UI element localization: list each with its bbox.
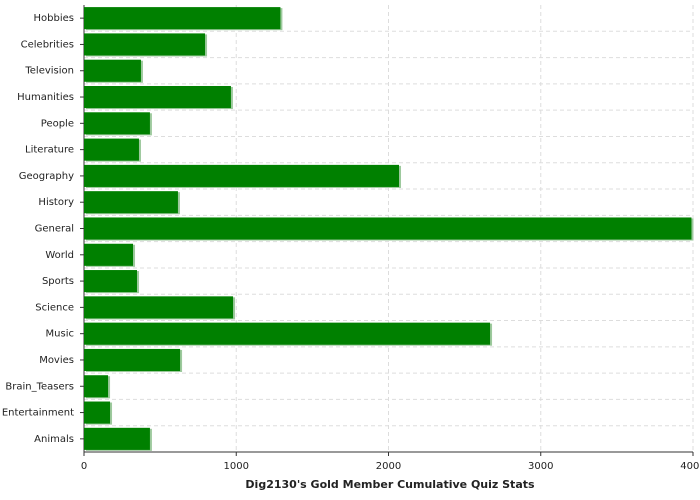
bar bbox=[84, 243, 134, 266]
bar bbox=[84, 59, 141, 82]
x-tick-label: 1000 bbox=[224, 461, 249, 472]
x-tick-label: 3000 bbox=[528, 461, 553, 472]
bar bbox=[84, 401, 111, 424]
y-tick-label: Science bbox=[35, 302, 74, 313]
y-tick-label: General bbox=[35, 224, 74, 235]
bar bbox=[84, 427, 150, 450]
y-tick-label: Brain_Teasers bbox=[5, 381, 74, 392]
y-tick-label: Literature bbox=[25, 145, 74, 156]
bar bbox=[84, 7, 281, 30]
x-tick-label: 2000 bbox=[376, 461, 401, 472]
bar bbox=[84, 322, 491, 345]
bar bbox=[84, 138, 139, 161]
y-tick-label: Animals bbox=[34, 434, 74, 445]
y-tick-label: Hobbies bbox=[34, 13, 74, 24]
bar bbox=[84, 112, 150, 135]
y-tick-label: Sports bbox=[42, 276, 74, 287]
y-tick-label: Television bbox=[24, 66, 74, 77]
bar bbox=[84, 296, 234, 319]
bar bbox=[84, 164, 400, 187]
bar bbox=[84, 217, 692, 240]
y-tick-label: Celebrities bbox=[21, 39, 74, 50]
bar bbox=[84, 191, 178, 214]
x-tick-label: 4000 bbox=[680, 461, 700, 472]
y-tick-label: Entertainment bbox=[2, 408, 74, 419]
y-tick-label: Geography bbox=[19, 171, 74, 182]
bar bbox=[84, 348, 181, 372]
y-tick-label: History bbox=[38, 197, 74, 208]
y-tick-label: Music bbox=[46, 329, 74, 340]
x-tick-label: 0 bbox=[81, 461, 87, 472]
bar bbox=[84, 33, 206, 56]
bar bbox=[84, 375, 109, 398]
y-tick-label: Humanities bbox=[17, 92, 74, 103]
bar bbox=[84, 85, 231, 109]
y-tick-label: World bbox=[45, 250, 74, 261]
bar bbox=[84, 270, 137, 293]
y-tick-label: Movies bbox=[39, 355, 74, 366]
y-tick-label: People bbox=[41, 118, 74, 129]
chart-title: Dig2130's Gold Member Cumulative Quiz St… bbox=[245, 478, 535, 491]
